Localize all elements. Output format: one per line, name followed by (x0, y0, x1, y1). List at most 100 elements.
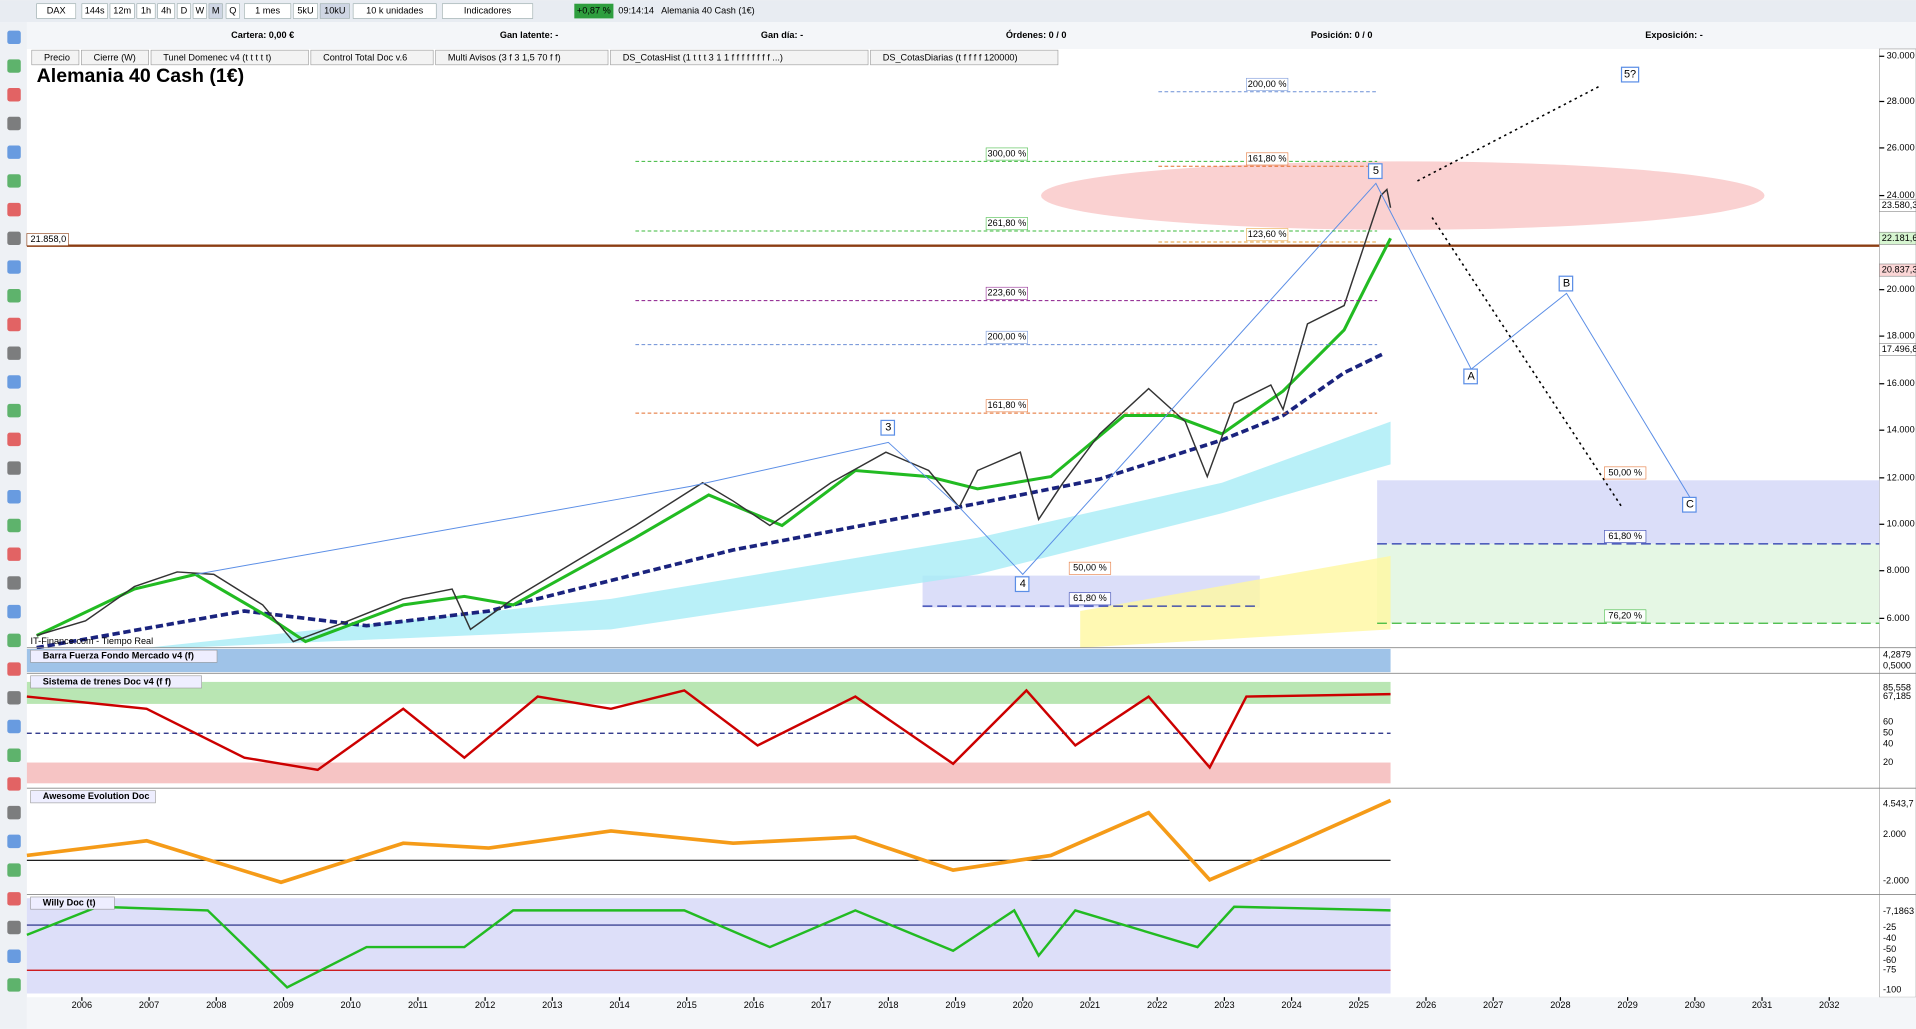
indicator-tab[interactable]: DS_CotasHist (1 t t t 3 1 1 f f f f f f … (623, 53, 783, 63)
price-label: 20.000 (1887, 284, 1915, 294)
tool-icon (7, 863, 21, 877)
tool-icon (7, 289, 21, 303)
indicator-tab[interactable]: Cierre (W) (94, 53, 136, 63)
indicator-tab[interactable]: DS_CotasDiarias (t f f f f 120000) (883, 53, 1018, 63)
tool-icon (7, 375, 21, 389)
year-label: 2025 (1349, 1000, 1369, 1010)
fib-label: 123,60 % (1248, 229, 1287, 239)
wave-count (195, 182, 1691, 576)
year-label: 2011 (408, 1000, 428, 1010)
tool-icon (7, 777, 21, 791)
timeframe-box (192, 3, 207, 19)
panel-axis-label: 60 (1883, 717, 1893, 727)
panel-title-box (30, 649, 218, 663)
panel-axis-label: -100 (1883, 984, 1901, 994)
timeframe[interactable]: 4h (161, 5, 171, 15)
fib-label-box (985, 286, 1028, 300)
tool-icon (7, 346, 21, 360)
indicator-tab[interactable]: Precio (44, 53, 70, 63)
wave-label: A (1468, 370, 1476, 382)
force-bars (26, 648, 1391, 673)
fib-label: 200,00 % (1248, 79, 1287, 89)
fib-label: 50,00 % (1608, 467, 1642, 477)
timeframe[interactable]: W (195, 5, 204, 15)
tool-icon (7, 145, 21, 159)
price-label: 14.000 (1887, 425, 1915, 435)
timeframe[interactable]: Q (229, 5, 236, 15)
fib-label: 61,80 % (1073, 593, 1107, 603)
account-stat: Órdenes: 0 / 0 (1006, 29, 1067, 40)
period-box (244, 3, 292, 19)
price-label: 28.000 (1887, 96, 1915, 106)
panel-axis-label: 50 (1883, 728, 1893, 738)
price-label: 8.000 (1887, 565, 1910, 575)
indicator-tab[interactable]: Multi Avisos (3 f 3 1,5 70 f f) (448, 53, 561, 63)
account-stat: Gan día: - (761, 30, 803, 40)
indicators-box (442, 3, 534, 19)
panel-axis-label: 2.000 (1883, 829, 1906, 839)
panel-title: Sistema de trenes Doc v4 (f f) (43, 676, 171, 686)
fib-label-box (1246, 77, 1289, 91)
panel-axis-label: -75 (1883, 965, 1896, 975)
tool-icon (7, 892, 21, 906)
tool-icon (7, 691, 21, 705)
panel-title-box (30, 675, 202, 689)
panel-axis-label: 4,2879 (1883, 649, 1911, 659)
change-box (574, 3, 614, 19)
price-label: 26.000 (1887, 142, 1915, 152)
year-label: 2030 (1685, 1000, 1705, 1010)
fib-label: 300,00 % (988, 148, 1027, 158)
tool-icon (7, 59, 21, 73)
wave-label: 5 (1373, 165, 1379, 177)
price-label: 10.000 (1887, 519, 1915, 529)
year-label: 2023 (1214, 1000, 1234, 1010)
symbol[interactable]: DAX (47, 5, 66, 15)
year-label: 2014 (609, 1000, 629, 1010)
tool-icon (7, 576, 21, 590)
timeframe[interactable]: D (181, 5, 188, 15)
zone-low (26, 762, 1391, 784)
year-label: 2015 (677, 1000, 697, 1010)
tool-icon (7, 518, 21, 533)
fib-label-box (1246, 228, 1289, 242)
timeframe[interactable]: 1h (141, 5, 151, 15)
panel-title-box (30, 896, 115, 910)
fib-label: 61,80 % (1608, 531, 1642, 541)
tool-icon (7, 748, 21, 762)
indicator-tab[interactable]: Control Total Doc v.6 (323, 53, 407, 63)
panel-axis-label: 4.543,7 (1883, 799, 1914, 809)
year-label: 2018 (878, 1000, 898, 1010)
indicators[interactable]: Indicadores (464, 5, 512, 15)
units[interactable]: 10kU (324, 5, 345, 15)
panel-axis-label: -25 (1883, 922, 1896, 932)
wave-box (1367, 163, 1383, 180)
account-stat: Posición: 0 / 0 (1311, 30, 1373, 40)
indicator-tab[interactable]: Tunel Domenec v4 (t t t t t) (163, 53, 271, 63)
account-stat: Gan latente: - (500, 30, 559, 40)
fib-label-box (1068, 561, 1112, 575)
time-axis (26, 997, 1916, 1029)
instrument: Alemania 40 Cash (1€) (661, 5, 755, 15)
timeframe-box (176, 3, 191, 19)
panel-title: Awesome Evolution Doc (43, 791, 150, 801)
year-label: 2012 (475, 1000, 495, 1010)
timeframe[interactable]: 12m (113, 5, 131, 15)
fib-label-box (1604, 530, 1647, 543)
period[interactable]: 1 mes (255, 5, 280, 15)
fib-label: 161,80 % (988, 400, 1027, 410)
price-box (1879, 198, 1916, 212)
price-label: 30.000 (1887, 51, 1915, 61)
timeframe[interactable]: 144s (85, 5, 105, 15)
time: 09:14:14 (618, 5, 654, 15)
fib-label-box (985, 147, 1028, 161)
price-label: 6.000 (1887, 613, 1910, 623)
left-price-box (26, 233, 69, 246)
year-label: 2024 (1281, 1000, 1301, 1010)
tool-icon (7, 633, 21, 648)
timeframe[interactable]: M (212, 5, 220, 15)
change: +0,87 % (577, 5, 611, 15)
quantity[interactable]: 10 k unidades (366, 5, 423, 15)
units[interactable]: 5kU (297, 5, 313, 15)
timeframe-box (157, 3, 176, 19)
